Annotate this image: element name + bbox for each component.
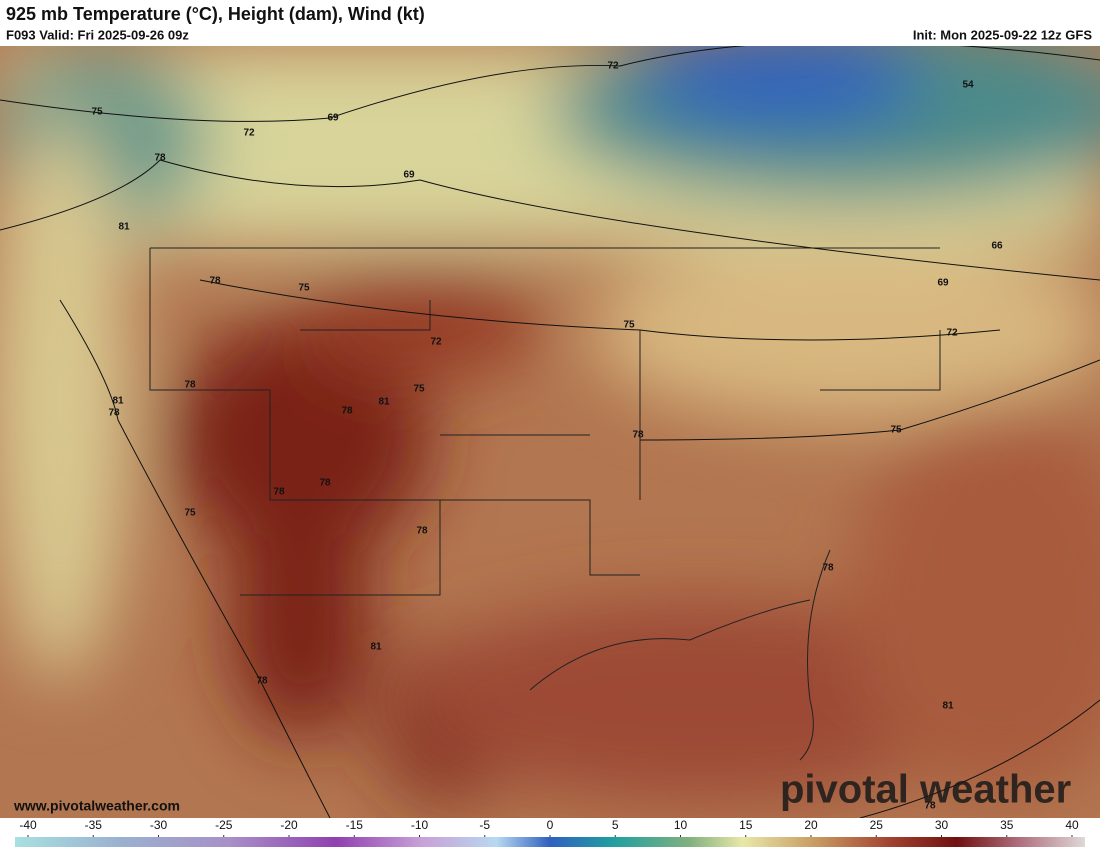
contour-label: 75 [91,107,103,118]
colorbar-ticks: -40 -35 -30 -25 -20 -15 -10 -5 0 5 10 15 20 25 30 35 40 [19,818,1079,837]
contour-label: 81 [942,701,954,712]
contour-label: 81 [118,222,130,233]
colorbar-tick-label: -15 [346,818,364,832]
contour-label: 81 [370,642,382,653]
contour-label: 75 [298,283,310,294]
colorbar-tick-label: 25 [870,818,884,832]
contour-label: 78 [108,408,120,419]
colorbar-tick-label: -20 [280,818,298,832]
contour-label: 78 [924,801,936,812]
colorbar-tick-label: 20 [804,818,818,832]
url: www.pivotalweather.com [13,798,180,814]
contour-label: 78 [632,430,644,441]
colorbar-tick-label: -40 [19,818,37,832]
colorbar-tick-label: -35 [85,818,103,832]
contour-label: 78 [416,526,428,537]
colorbar-tick-label: -5 [479,818,490,832]
contour-label: 69 [937,278,949,289]
contour-label: 78 [319,478,331,489]
contour-label: 75 [890,425,902,436]
colorbar [15,837,1085,847]
contour-label: 78 [209,276,221,287]
contour-label: 72 [430,337,442,348]
valid-time: F093 Valid: Fri 2025-09-26 09z [6,27,189,42]
colorbar-tick-label: 15 [739,818,753,832]
colorbar-tick-label: 35 [1000,818,1014,832]
contour-label: 72 [243,128,255,139]
height-contours [0,46,1100,818]
map [0,46,1100,818]
contour-label: 69 [327,113,339,124]
colorbar-tick-label: 5 [612,818,619,832]
contour-label: 78 [341,406,353,417]
contour-label: 75 [623,320,635,331]
contour-label: 78 [822,563,834,574]
colorbar-tick-label: 0 [547,818,554,832]
colorbar-tick-label: -25 [215,818,233,832]
contour-label: 81 [378,397,390,408]
contour-label: 54 [962,80,974,91]
contour-label: 72 [946,328,958,339]
contour-label: 78 [273,487,285,498]
contour-label: 78 [256,676,268,687]
contour-label: 75 [184,508,196,519]
contour-label: 75 [413,384,425,395]
colorbar-tick-label: -10 [411,818,429,832]
title: 925 mb Temperature (°C), Height (dam), W… [6,4,425,24]
contour-label: 78 [154,153,166,164]
colorbar-tick-label: 40 [1065,818,1079,832]
colorbar-tick-label: 30 [935,818,949,832]
contour-label: 81 [112,396,124,407]
contour-label: 72 [607,61,619,72]
contour-label: 69 [403,170,415,181]
borders [149,247,941,761]
colorbar-tick-label: 10 [674,818,688,832]
watermark: pivotal weather [780,768,1071,812]
contour-labels: 72 54 75 72 69 69 78 81 78 75 66 69 75 7… [91,61,1003,812]
contour-label: 66 [991,241,1003,252]
contour-label: 78 [184,380,196,391]
colorbar-tick-label: -30 [150,818,168,832]
init-time: Init: Mon 2025-09-22 12z GFS [913,27,1092,42]
